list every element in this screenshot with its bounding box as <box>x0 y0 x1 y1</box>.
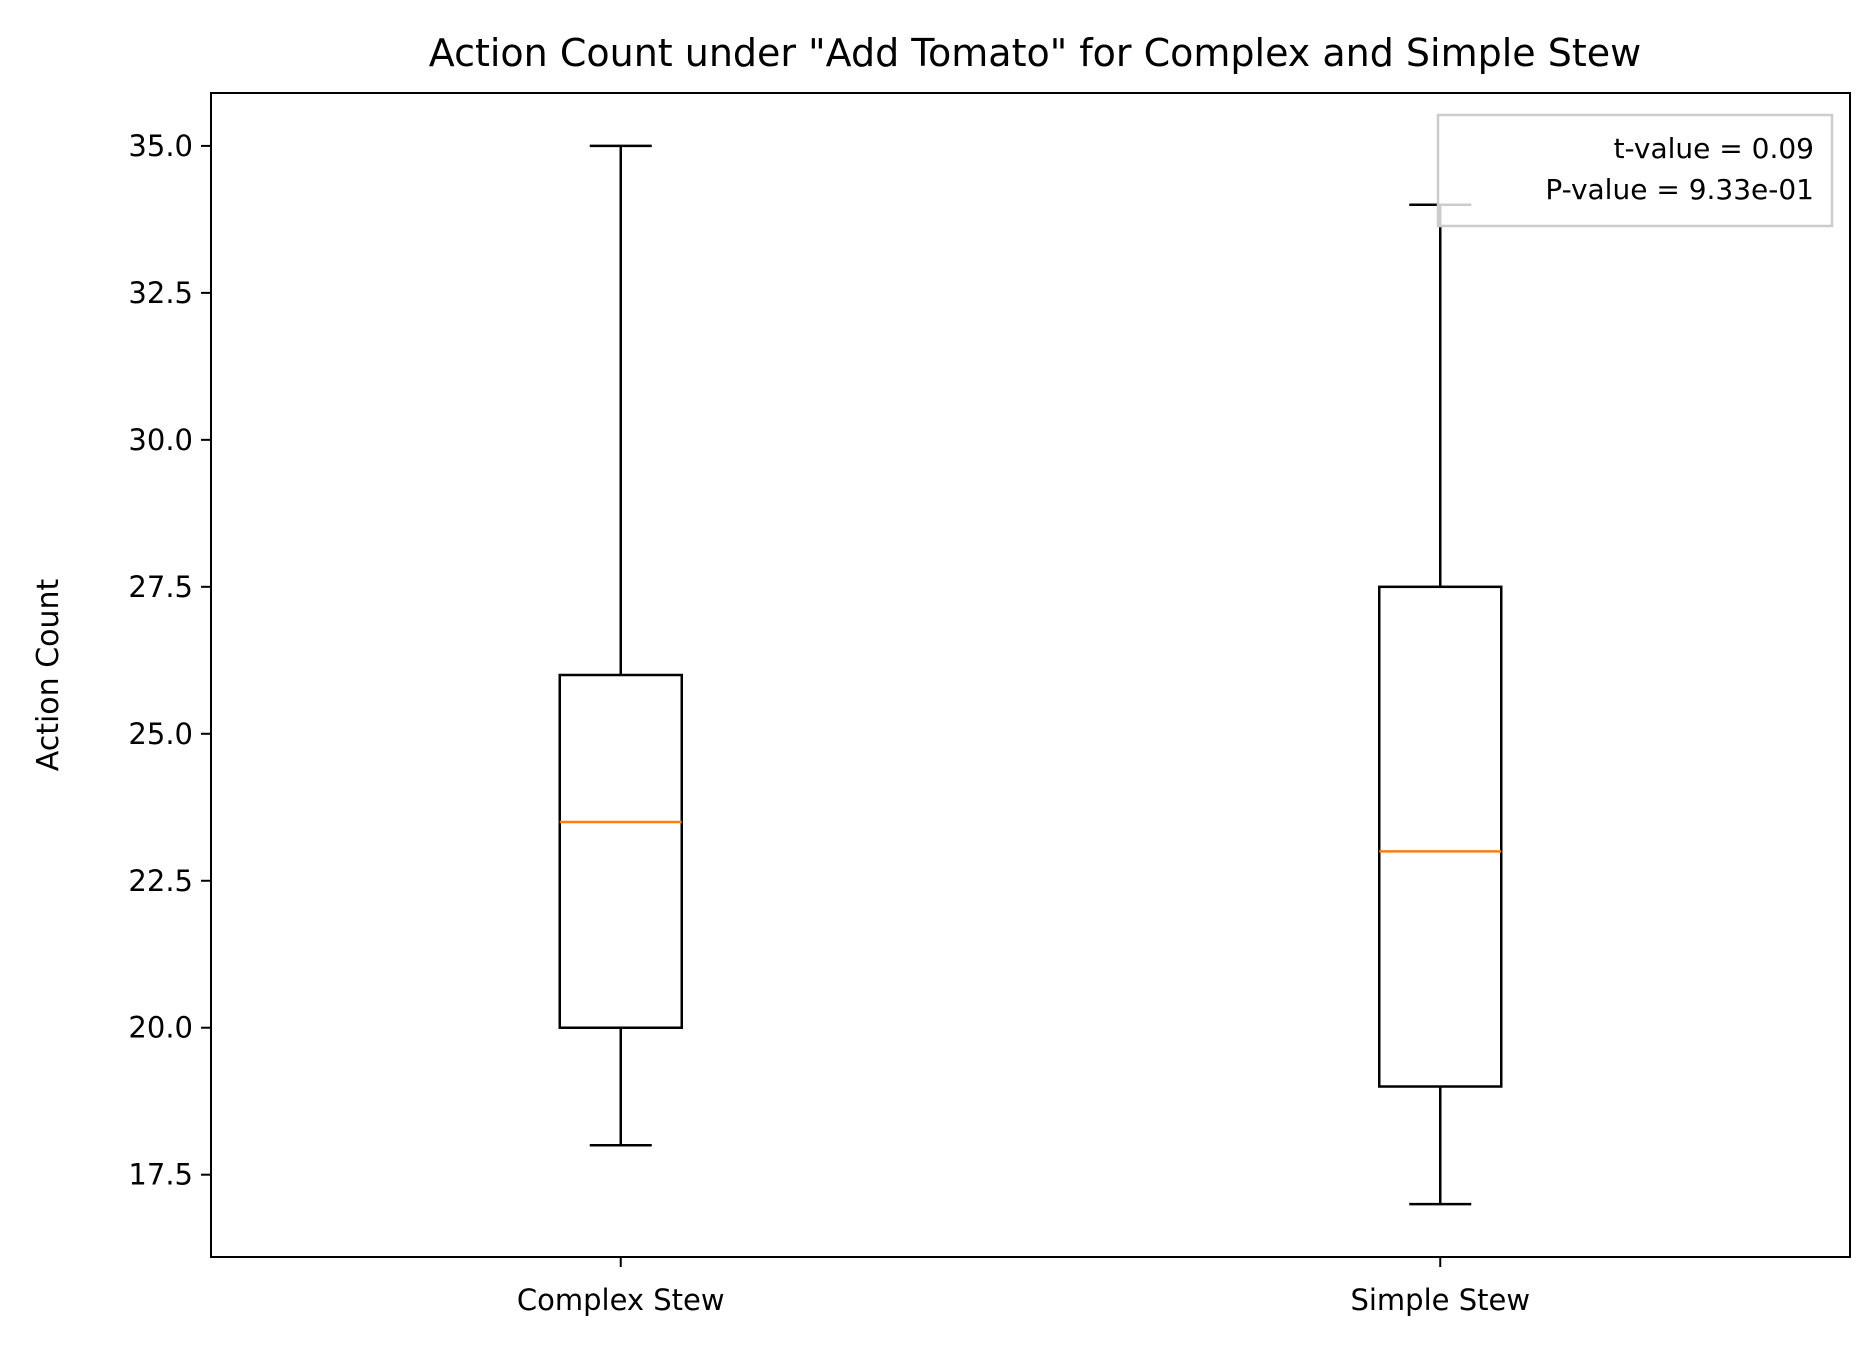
x-tick-label: Complex Stew <box>517 1283 725 1317</box>
stats-annotation: t-value = 0.09 P-value = 9.33e-01 <box>1436 113 1834 228</box>
t-value-text: t-value = 0.09 <box>1614 132 1814 165</box>
chart-title: Action Count under "Add Tomato" for Comp… <box>429 31 1642 75</box>
stats-annotation-box <box>1436 113 1834 228</box>
iqr-box <box>558 673 683 1029</box>
y-tick-label: 27.5 <box>128 570 193 604</box>
y-axis-label: Action Count <box>31 578 66 771</box>
y-tick-label: 25.0 <box>128 717 193 751</box>
iqr-box <box>1378 585 1503 1088</box>
y-tick-label: 20.0 <box>128 1011 193 1045</box>
y-tick-label: 17.5 <box>128 1158 193 1192</box>
x-tick-label: Simple Stew <box>1350 1283 1530 1317</box>
y-tick-label: 32.5 <box>128 276 193 310</box>
p-value-text: P-value = 9.33e-01 <box>1545 173 1814 206</box>
y-axis: 17.5 20.0 22.5 25.0 27.5 30.0 32.5 35.0 <box>128 129 211 1192</box>
box-complex-stew <box>558 144 683 1147</box>
y-tick-label: 35.0 <box>128 129 193 163</box>
plot-area-frame <box>210 92 1851 1258</box>
box-series <box>558 144 1503 1206</box>
y-tick-label: 22.5 <box>128 864 193 898</box>
x-axis: Complex Stew Simple Stew <box>517 1257 1530 1317</box>
box-simple-stew <box>1378 203 1503 1206</box>
y-tick-label: 30.0 <box>128 423 193 457</box>
